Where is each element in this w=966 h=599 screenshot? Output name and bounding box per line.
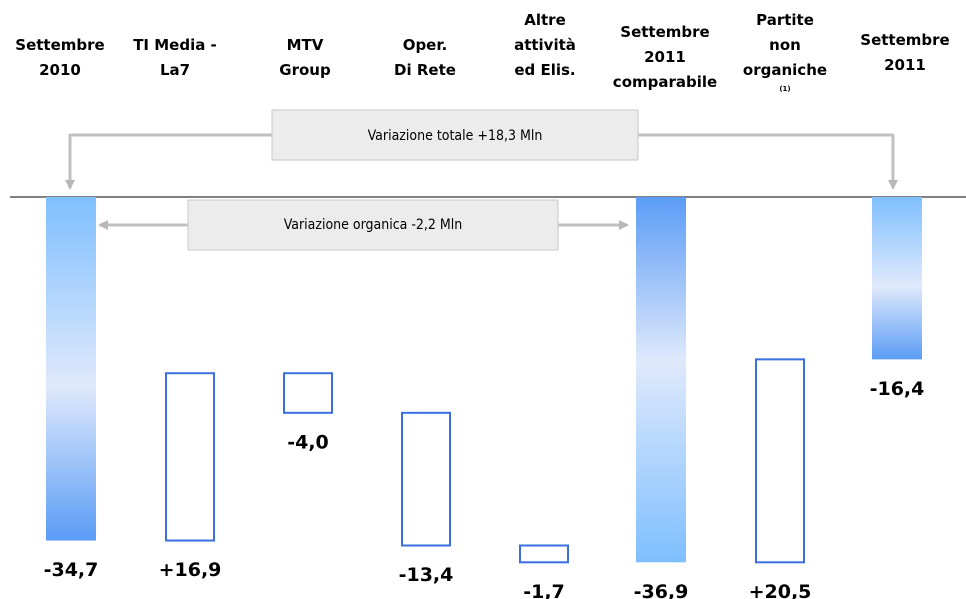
category-line: Settembre	[15, 36, 104, 54]
category-line: Altre	[524, 11, 566, 29]
bar	[46, 197, 96, 541]
category-label: MTV Group	[279, 36, 331, 79]
category-line: Oper.	[403, 36, 448, 54]
value-label: -36,9	[634, 581, 689, 599]
category-line: organiche	[743, 61, 827, 79]
value-label: -1,7	[523, 581, 565, 599]
category-line: Di Rete	[394, 61, 456, 79]
category-line: non	[769, 36, 801, 54]
value-label: -13,4	[399, 564, 454, 586]
footnote-mark: (1)	[779, 85, 790, 93]
category-line: MTV	[287, 36, 324, 54]
annotation: Variazione totale +18,3 Mln	[368, 128, 543, 144]
category-line: ed Elis.	[514, 61, 575, 79]
value-label: -34,7	[44, 559, 99, 581]
category-line: 2011	[644, 48, 686, 66]
value-label: -16,4	[870, 378, 925, 400]
category-label: TI Media - La7	[133, 36, 217, 79]
category-label: Settembre 2011 comparabile	[613, 23, 717, 91]
category-line: La7	[160, 61, 190, 79]
value-label: -4,0	[287, 431, 329, 453]
category-line: Settembre	[620, 23, 709, 41]
bar	[401, 411, 451, 547]
category-label: Settembre 2010	[15, 36, 104, 79]
category-line: 2010	[39, 61, 81, 79]
bar	[165, 372, 215, 542]
bar	[283, 372, 333, 414]
category-line: 2011	[884, 56, 926, 74]
category-line: Partite	[756, 11, 814, 29]
bar	[755, 358, 805, 564]
value-label: +16,9	[159, 559, 222, 581]
category-line: Group	[279, 61, 331, 79]
bar	[636, 197, 686, 563]
category-line: TI Media -	[133, 36, 217, 54]
annotation: Variazione organica -2,2 Mln	[284, 217, 463, 233]
category-label: Oper. Di Rete	[394, 36, 456, 79]
bar	[519, 544, 569, 564]
category-line: comparabile	[613, 73, 717, 91]
annotation-box	[187, 199, 559, 251]
category-label: Partite non organiche	[743, 11, 827, 79]
category-label: Settembre 2011	[860, 31, 949, 74]
bar	[872, 197, 922, 360]
category-label: Altre attività ed Elis.	[514, 11, 576, 79]
category-line: Settembre	[860, 31, 949, 49]
value-label: +20,5	[749, 581, 812, 599]
category-line: attività	[514, 36, 576, 54]
annotation-box	[271, 109, 639, 161]
